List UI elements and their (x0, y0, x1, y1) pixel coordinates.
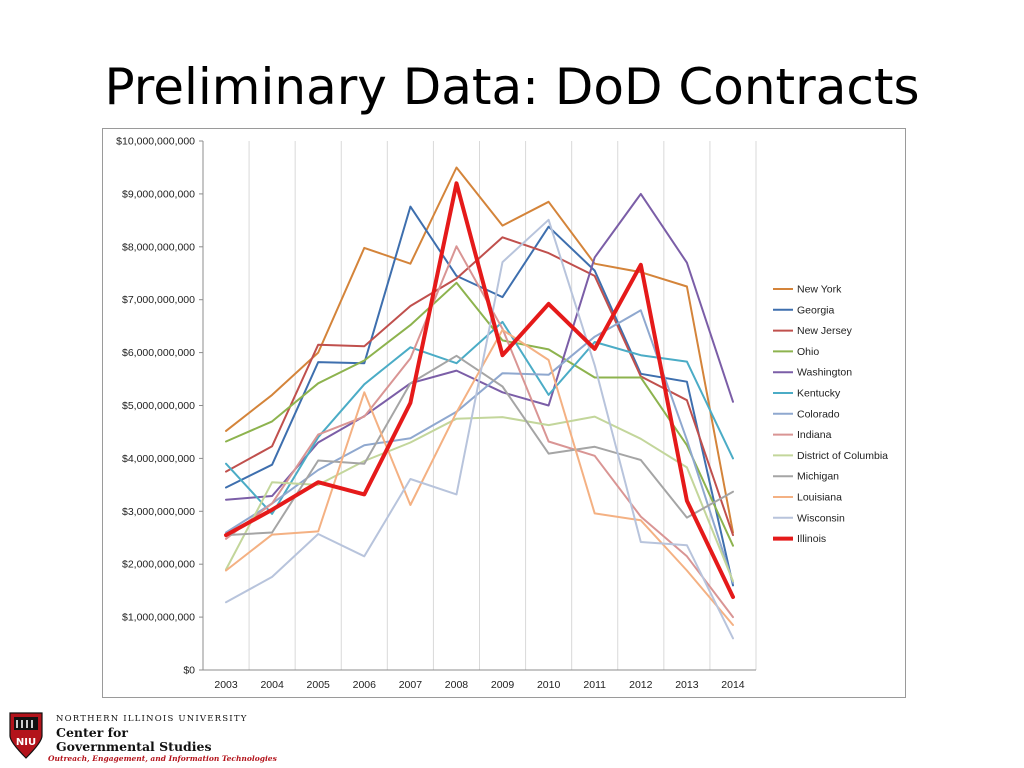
grid-lines (202, 141, 757, 670)
legend-label: Washington (797, 367, 852, 379)
svg-text:NIU: NIU (16, 737, 36, 748)
y-tick-label: $3,000,000,000 (122, 506, 195, 518)
y-tick-label: $8,000,000,000 (122, 241, 195, 253)
x-tick-label: 2012 (629, 679, 653, 691)
x-tick-label: 2014 (721, 679, 745, 691)
y-tick-label: $9,000,000,000 (122, 188, 195, 200)
y-tick-label: $1,000,000,000 (122, 612, 195, 624)
series-line-new-jersey (225, 236, 734, 537)
x-tick-label: 2007 (399, 679, 423, 691)
x-tick-label: 2010 (537, 679, 561, 691)
x-tick-label: 2009 (491, 679, 515, 691)
logo-tagline: Outreach, Engagement, and Information Te… (48, 754, 277, 763)
logo-university-name: NORTHERN ILLINOIS UNIVERSITY (56, 714, 248, 724)
x-tick-label: 2004 (260, 679, 284, 691)
series-line-louisiana (225, 328, 734, 626)
x-tick-label: 2003 (214, 679, 238, 691)
y-tick-label: $7,000,000,000 (122, 294, 195, 306)
logo-center-name: Center for Governmental Studies (56, 726, 212, 754)
legend-label: Michigan (797, 471, 839, 483)
axes: $0 $1,000,000,000 $2,000,000,000 $3,000,000… (116, 136, 756, 691)
y-tick-label: $6,000,000,000 (122, 347, 195, 359)
series-lines (224, 166, 735, 640)
x-tick-label: 2006 (353, 679, 377, 691)
legend-label: Wisconsin (797, 512, 845, 524)
logo-center-line1: Center for (56, 725, 128, 740)
legend-label: Kentucky (797, 388, 841, 400)
legend-label: Louisiana (797, 492, 842, 504)
y-tick-label: $2,000,000,000 (122, 559, 195, 571)
legend-label: District of Columbia (797, 450, 888, 462)
y-tick-label: $0 (183, 665, 195, 677)
series-line-indiana (225, 245, 734, 619)
x-tick-label: 2013 (675, 679, 699, 691)
y-tick-label: $4,000,000,000 (122, 453, 195, 465)
niu-cgs-logo: NIU NORTHERN ILLINOIS UNIVERSITY Center … (8, 712, 308, 766)
line-chart: $0 $1,000,000,000 $2,000,000,000 $3,000,000… (116, 136, 888, 692)
legend-label: Illinois (797, 533, 826, 545)
legend-label: New York (797, 284, 842, 296)
logo-center-line2: Governmental Studies (56, 739, 212, 754)
legend-label: Indiana (797, 429, 832, 441)
series-line-illinois (224, 181, 735, 599)
y-tick-label: $5,000,000,000 (122, 400, 195, 412)
chart-frame: $0 $1,000,000,000 $2,000,000,000 $3,000,000… (102, 128, 906, 698)
y-tick-label: $10,000,000,000 (116, 136, 195, 148)
legend-label: Colorado (797, 408, 840, 420)
x-tick-label: 2005 (307, 679, 331, 691)
x-tick-label: 2008 (445, 679, 469, 691)
niu-seal-icon: NIU (9, 712, 43, 759)
slide-title: Preliminary Data: DoD Contracts (104, 58, 920, 116)
x-tick-label: 2011 (583, 679, 606, 691)
series-line-colorado (225, 309, 734, 584)
series-line-kentucky (225, 320, 734, 515)
series-line-wisconsin (225, 218, 734, 640)
series-line-ohio (225, 281, 734, 547)
legend-label: Ohio (797, 346, 819, 358)
series-line-district-of-columbia (225, 415, 734, 583)
legend-label: Georgia (797, 304, 835, 316)
legend-label: New Jersey (797, 325, 853, 337)
legend: New York Georgia New Jersey Ohio Washington K… (773, 284, 888, 545)
